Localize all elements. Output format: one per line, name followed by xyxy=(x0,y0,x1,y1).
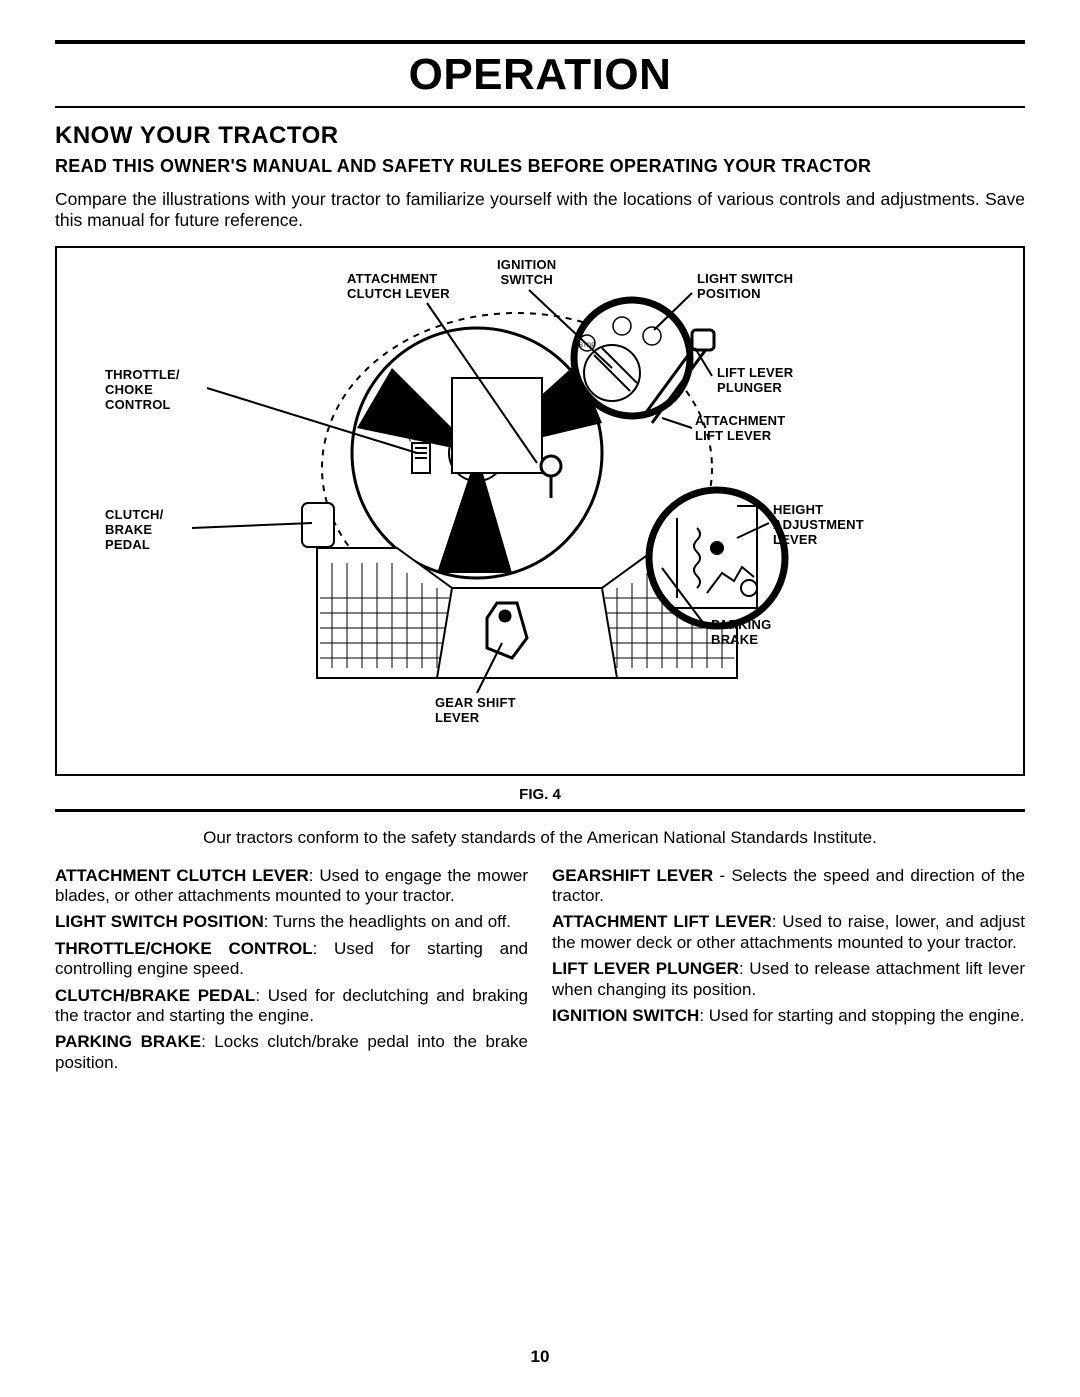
def-item: LIFT LEVER PLUNGER: Used to release atta… xyxy=(552,959,1025,1000)
diagram-svg: N xyxy=(57,248,1023,774)
label-light-switch-position: LIGHT SWITCHPOSITION xyxy=(697,272,793,302)
intro-paragraph: Compare the illustrations with your trac… xyxy=(55,189,1025,232)
standards-note: Our tractors conform to the safety stand… xyxy=(55,828,1025,848)
label-height-adjustment-lever: HEIGHTADJUSTMENTLEVER xyxy=(773,503,864,548)
tractor-diagram: IGNITIONSWITCH ATTACHMENTCLUTCH LEVER LI… xyxy=(55,246,1025,776)
label-attachment-clutch-lever: ATTACHMENTCLUTCH LEVER xyxy=(347,272,450,302)
def-item: IGNITION SWITCH: Used for starting and s… xyxy=(552,1006,1025,1026)
label-attachment-lift-lever: ATTACHMENTLIFT LEVER xyxy=(695,414,785,444)
label-parking-brake: PARKINGBRAKE xyxy=(711,618,771,648)
def-item: PARKING BRAKE: Locks clutch/brake pedal … xyxy=(55,1032,528,1073)
section-title: KNOW YOUR TRACTOR xyxy=(55,122,1025,150)
def-item: CLUTCH/BRAKE PEDAL: Used for declutching… xyxy=(55,986,528,1027)
label-gear-shift-lever: GEAR SHIFTLEVER xyxy=(435,696,516,726)
label-lift-lever-plunger: LIFT LEVERPLUNGER xyxy=(717,366,793,396)
def-item: ATTACHMENT CLUTCH LEVER: Used to engage … xyxy=(55,866,528,907)
label-ignition-switch: IGNITIONSWITCH xyxy=(497,258,556,288)
page-title: OPERATION xyxy=(55,50,1025,100)
definitions-columns: ATTACHMENT CLUTCH LEVER: Used to engage … xyxy=(55,866,1025,1080)
top-rule xyxy=(55,40,1025,44)
definitions-col-right: GEARSHIFT LEVER - Selects the speed and … xyxy=(552,866,1025,1080)
mid-rule xyxy=(55,809,1025,812)
title-underline xyxy=(55,106,1025,108)
figure-caption: FIG. 4 xyxy=(55,786,1025,803)
label-clutch-brake-pedal: CLUTCH/BRAKEPEDAL xyxy=(105,508,163,553)
def-item: ATTACHMENT LIFT LEVER: Used to raise, lo… xyxy=(552,912,1025,953)
definitions-col-left: ATTACHMENT CLUTCH LEVER: Used to engage … xyxy=(55,866,528,1080)
subhead: READ THIS OWNER'S MANUAL AND SAFETY RULE… xyxy=(55,156,1025,177)
def-item: THROTTLE/CHOKE CONTROL: Used for startin… xyxy=(55,939,528,980)
page-number: 10 xyxy=(0,1347,1080,1367)
label-throttle-choke: THROTTLE/CHOKECONTROL xyxy=(105,368,180,413)
def-item: LIGHT SWITCH POSITION: Turns the headlig… xyxy=(55,912,528,932)
def-item: GEARSHIFT LEVER - Selects the speed and … xyxy=(552,866,1025,907)
